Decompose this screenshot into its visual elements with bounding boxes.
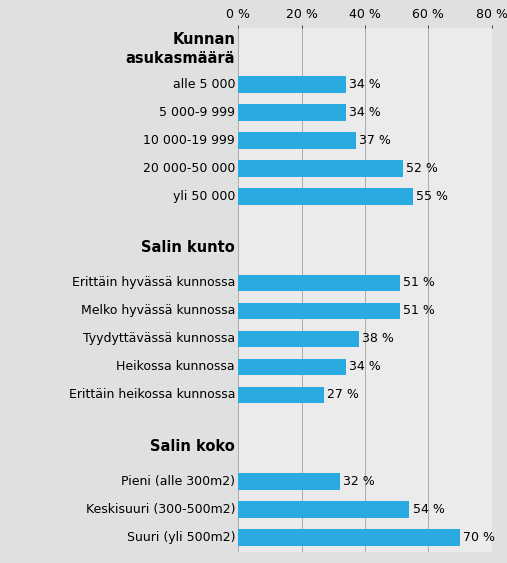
Bar (238, 387, 324, 403)
Text: Erittäin hyvässä kunnossa: Erittäin hyvässä kunnossa (72, 276, 235, 289)
Text: 34 %: 34 % (349, 360, 381, 373)
Text: 37 %: 37 % (359, 133, 390, 146)
Text: 55 %: 55 % (416, 190, 448, 203)
Text: Salin koko: Salin koko (151, 439, 235, 454)
Text: Suuri (yli 500m2): Suuri (yli 500m2) (127, 531, 235, 544)
Text: 34 %: 34 % (349, 106, 381, 119)
Text: 27 %: 27 % (327, 388, 359, 401)
Bar (238, 501, 410, 518)
Text: 34 %: 34 % (349, 78, 381, 91)
Text: 51 %: 51 % (403, 305, 435, 318)
Bar (238, 76, 346, 92)
Bar (238, 330, 359, 347)
Text: Salin kunto: Salin kunto (141, 240, 235, 256)
Text: Heikossa kunnossa: Heikossa kunnossa (117, 360, 235, 373)
Text: 38 %: 38 % (362, 332, 394, 346)
Text: alle 5 000: alle 5 000 (172, 78, 235, 91)
Text: yli 50 000: yli 50 000 (173, 190, 235, 203)
Text: Erittäin heikossa kunnossa: Erittäin heikossa kunnossa (68, 388, 235, 401)
Text: Tyydyttävässä kunnossa: Tyydyttävässä kunnossa (83, 332, 235, 346)
Text: Kunnan
asukasmäärä: Kunnan asukasmäärä (126, 32, 235, 66)
Text: 52 %: 52 % (406, 162, 438, 175)
Text: 51 %: 51 % (403, 276, 435, 289)
Bar (238, 302, 400, 319)
Bar (238, 187, 413, 204)
Text: 32 %: 32 % (343, 475, 375, 488)
Bar (238, 473, 340, 490)
Text: 10 000-19 999: 10 000-19 999 (143, 133, 235, 146)
Text: Pieni (alle 300m2): Pieni (alle 300m2) (121, 475, 235, 488)
Bar (238, 529, 460, 546)
Text: 5 000-9 999: 5 000-9 999 (159, 106, 235, 119)
Text: Melko hyvässä kunnossa: Melko hyvässä kunnossa (81, 305, 235, 318)
Bar (238, 275, 400, 291)
Text: 20 000-50 000: 20 000-50 000 (143, 162, 235, 175)
Text: Keskisuuri (300-500m2): Keskisuuri (300-500m2) (86, 503, 235, 516)
Bar (238, 132, 355, 149)
Text: 70 %: 70 % (463, 531, 495, 544)
Text: 54 %: 54 % (413, 503, 445, 516)
Bar (238, 104, 346, 120)
Bar (238, 160, 403, 177)
Bar (238, 359, 346, 376)
